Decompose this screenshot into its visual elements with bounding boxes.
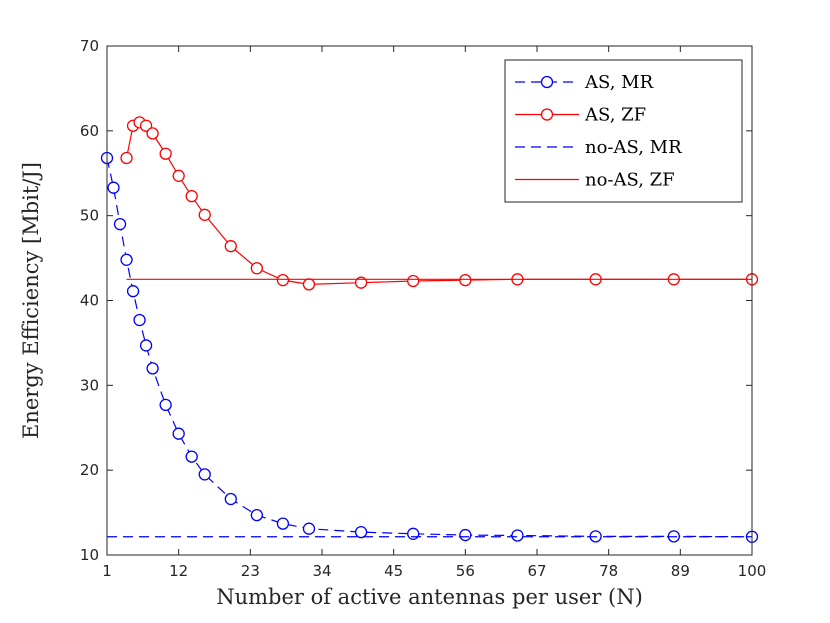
series-layer [100, 116, 759, 543]
data-point-s1-5 [159, 147, 172, 160]
x-tick-label-3: 34 [312, 562, 331, 580]
data-point-s0-8 [159, 398, 172, 412]
y-tick-label-3: 40 [80, 292, 99, 310]
y-tick-label-2: 30 [80, 376, 99, 394]
data-point-s0-9 [172, 427, 185, 440]
data-point-s1-8 [198, 208, 211, 221]
data-point-s0-18 [459, 528, 472, 542]
data-point-s0-1 [107, 181, 120, 194]
legend-entry-2: no-AS, MR [585, 137, 682, 158]
data-point-s0-19 [511, 529, 524, 542]
data-point-s0-14 [276, 517, 290, 530]
legend-entry-0: AS, MR [584, 72, 654, 93]
y-tick-label-0: 10 [80, 546, 99, 564]
data-point-s0-3 [120, 253, 133, 266]
x-tick-label-1: 12 [169, 562, 188, 580]
data-point-s0-12 [224, 492, 237, 506]
data-point-s0-7 [146, 362, 159, 375]
data-point-s0-17 [407, 527, 420, 540]
data-point-s0-13 [250, 508, 264, 522]
y-axis-label: Energy Efficiency [Mbit/J] [19, 162, 43, 439]
x-tick-label-8: 89 [671, 562, 690, 580]
data-point-s0-11 [198, 468, 211, 481]
data-point-s1-14 [407, 274, 420, 288]
y-tick-label-6: 70 [80, 37, 99, 55]
data-point-s1-9 [224, 240, 237, 253]
y-tick-label-4: 50 [80, 207, 99, 225]
x-tick-label-5: 56 [456, 562, 475, 580]
legend-marker-0 [540, 75, 554, 89]
x-tick-label-6: 67 [527, 562, 546, 580]
legend-entry-1: AS, ZF [584, 105, 646, 126]
y-tick-label-1: 20 [80, 461, 99, 479]
x-tick-label-4: 45 [384, 562, 403, 580]
ticks-layer [106, 45, 753, 556]
data-point-s1-4 [146, 127, 159, 140]
data-point-s0-5 [133, 313, 146, 327]
data-point-s1-6 [172, 169, 185, 182]
labels-layer: 1 12 23 34 45 56 67 78 89 100 10 20 30 40 50 60 70 Number… [19, 37, 766, 609]
x-tick-label-9: 100 [738, 562, 767, 580]
data-point-s1-12 [302, 278, 316, 291]
data-point-s0-15 [302, 522, 316, 535]
x-axis-label: Number of active antennas per user (N) [216, 585, 643, 609]
data-point-s1-10 [250, 262, 264, 275]
data-point-s0-10 [185, 450, 198, 463]
x-tick-label-0: 1 [102, 562, 112, 580]
data-point-s1-0 [120, 151, 133, 165]
data-point-s0-2 [113, 217, 127, 231]
series-line-0 [106, 157, 753, 538]
legend: AS, MR AS, ZF no-AS, MR no-AS, ZF [504, 59, 743, 203]
data-point-s0-4 [126, 285, 140, 298]
data-point-s0-16 [354, 525, 368, 539]
data-point-s1-7 [185, 190, 198, 203]
data-point-s1-3 [139, 119, 153, 132]
legend-entry-3: no-AS, ZF [585, 170, 675, 191]
x-tick-label-2: 23 [241, 562, 260, 580]
y-tick-label-5: 60 [80, 122, 99, 140]
x-tick-label-7: 78 [599, 562, 618, 580]
data-point-s1-13 [354, 276, 368, 289]
data-point-s1-15 [459, 273, 472, 287]
legend-marker-1 [540, 108, 554, 121]
data-point-s0-6 [139, 339, 153, 352]
data-point-s1-11 [276, 273, 290, 287]
